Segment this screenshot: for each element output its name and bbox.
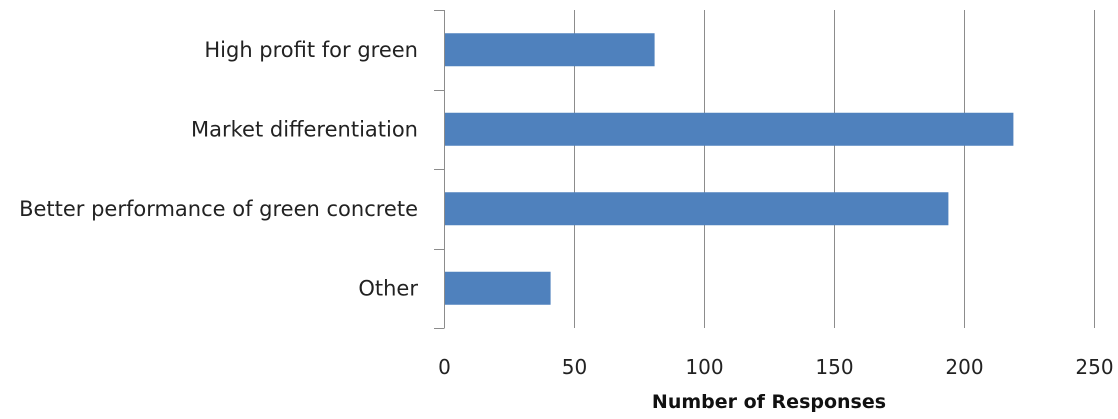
bar <box>445 112 1014 146</box>
tick-labels: 0 50 100 150 200 250 <box>438 355 1113 379</box>
x-tick-label: 200 <box>945 355 983 379</box>
x-tick-label: 50 <box>562 355 587 379</box>
x-axis-title: Number of Responses <box>652 391 886 413</box>
bars <box>445 33 1014 305</box>
axes <box>434 10 445 329</box>
category-labels: High profit for green Market differentiat… <box>19 38 418 301</box>
bar <box>445 192 949 226</box>
category-label: Other <box>358 276 418 300</box>
category-label: Market differentiation <box>191 117 418 141</box>
bar <box>445 33 655 67</box>
x-tick-label: 100 <box>685 355 723 379</box>
category-label: High profit for green <box>204 38 418 62</box>
x-tick-label: 150 <box>815 355 853 379</box>
category-label: Better performance of green concrete <box>19 197 418 221</box>
x-tick-label: 250 <box>1075 355 1113 379</box>
x-tick-label: 0 <box>438 355 451 379</box>
gridlines <box>574 10 1095 328</box>
bar <box>445 271 551 305</box>
